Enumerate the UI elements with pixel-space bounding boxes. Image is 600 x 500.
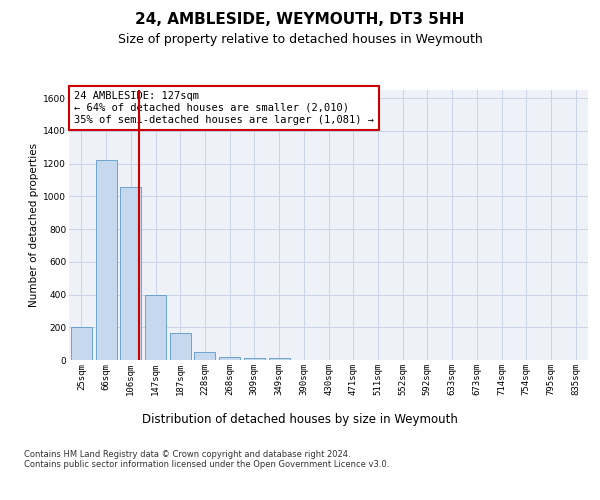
Text: Contains HM Land Registry data © Crown copyright and database right 2024.
Contai: Contains HM Land Registry data © Crown c…	[24, 450, 389, 469]
Y-axis label: Number of detached properties: Number of detached properties	[29, 143, 39, 307]
Bar	[194, 352, 215, 360]
Bar	[244, 358, 265, 360]
Bar	[71, 328, 92, 360]
Bar	[120, 186, 141, 360]
Text: 24, AMBLESIDE, WEYMOUTH, DT3 5HH: 24, AMBLESIDE, WEYMOUTH, DT3 5HH	[136, 12, 464, 28]
Bar	[95, 160, 116, 360]
Bar	[170, 333, 191, 360]
Text: Size of property relative to detached houses in Weymouth: Size of property relative to detached ho…	[118, 32, 482, 46]
Bar	[269, 358, 290, 360]
Bar	[219, 356, 240, 360]
Text: 24 AMBLESIDE: 127sqm
← 64% of detached houses are smaller (2,010)
35% of semi-de: 24 AMBLESIDE: 127sqm ← 64% of detached h…	[74, 92, 374, 124]
Bar	[145, 294, 166, 360]
Text: Distribution of detached houses by size in Weymouth: Distribution of detached houses by size …	[142, 412, 458, 426]
